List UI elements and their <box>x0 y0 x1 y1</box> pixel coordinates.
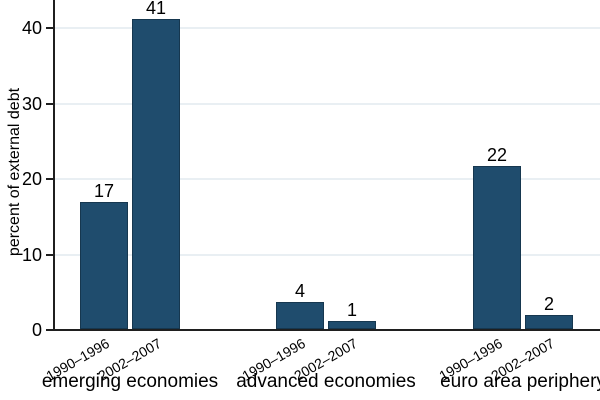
y-tick-label: 30 <box>21 94 42 114</box>
y-tick-label: 0 <box>31 320 42 340</box>
y-tick <box>46 329 54 331</box>
y-tick-label: 20 <box>21 169 42 189</box>
bar-value-label: 17 <box>93 181 115 201</box>
bar <box>276 302 324 329</box>
y-tick <box>46 178 54 180</box>
bar-value-label: 1 <box>346 300 357 320</box>
gridline <box>55 27 600 29</box>
y-tick <box>46 27 54 29</box>
bar <box>132 19 180 329</box>
bar-value-label: 4 <box>294 281 305 301</box>
group-label: euro area periphery <box>440 371 600 392</box>
group-label: emerging economies <box>41 371 219 392</box>
gridline <box>55 254 600 256</box>
bar-value-label: 22 <box>486 145 508 165</box>
x-axis-line <box>53 329 600 331</box>
bar-value-label: 41 <box>145 0 167 18</box>
y-tick <box>46 254 54 256</box>
bar-value-label: 2 <box>543 294 554 314</box>
gridline <box>55 178 600 180</box>
group-label: advanced economies <box>236 371 416 392</box>
y-tick <box>46 103 54 105</box>
bar <box>80 202 128 329</box>
y-tick-label: 40 <box>21 18 42 38</box>
bar <box>525 315 573 329</box>
bar <box>473 166 521 329</box>
gridline <box>55 103 600 105</box>
y-axis-line <box>53 0 55 331</box>
bar <box>328 321 376 329</box>
y-tick-label: 10 <box>21 245 42 265</box>
